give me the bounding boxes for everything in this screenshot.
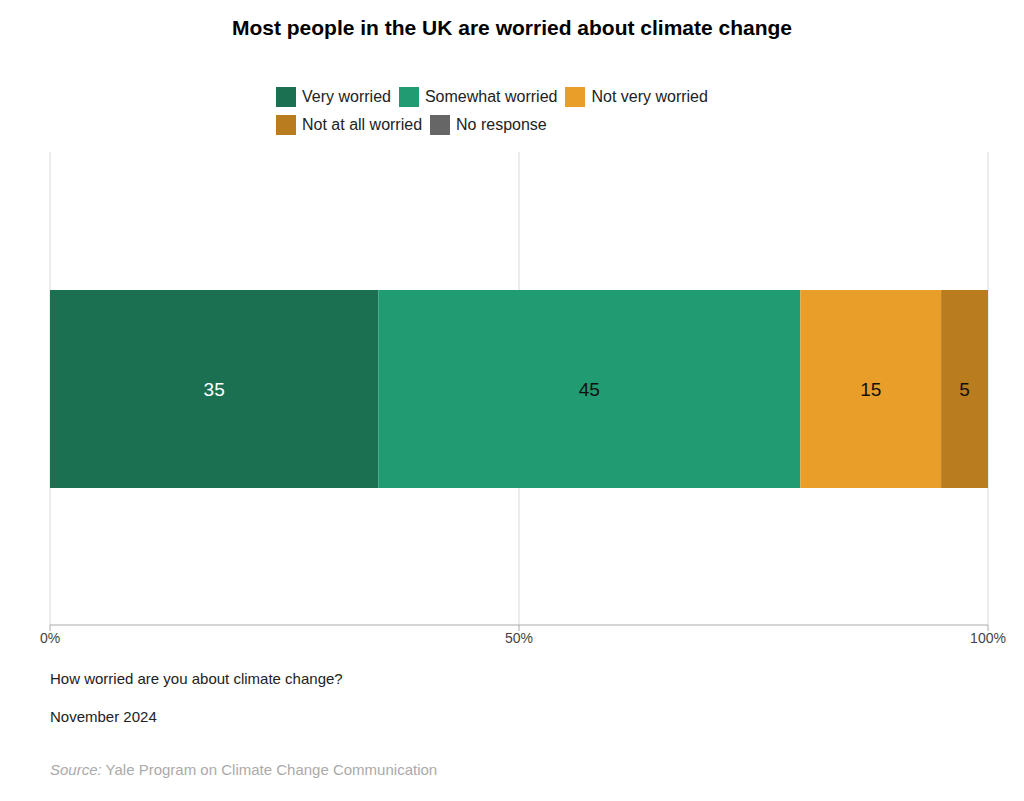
svg-text:100%: 100%	[970, 630, 1006, 646]
html-text:Source: Yale Program on Climat: Source: Yale Program on Climate Change C…	[50, 761, 438, 778]
html-text:Most people in the UK are worr: Most people in the UK are worried about …	[231, 16, 792, 39]
html-text:November 2024: November 2024	[50, 708, 157, 725]
html-text:Not at all worried: Not at all worried	[302, 116, 422, 133]
html-text:No response: No response	[456, 116, 547, 133]
svg-text:35: 35	[204, 379, 225, 400]
html-text:Not very worried: Not very worried	[591, 88, 708, 105]
html-text:Somewhat worried: Somewhat worried	[424, 88, 558, 105]
svg-text:45: 45	[579, 379, 600, 400]
svg-text:5: 5	[959, 379, 970, 400]
html-text:How worried are you about clim: How worried are you about climate change…	[50, 670, 343, 687]
svg-text:50%: 50%	[505, 630, 533, 646]
svg-text:0%: 0%	[40, 630, 60, 646]
html-text:Very worried: Very worried	[302, 88, 391, 105]
svg-text:15: 15	[860, 379, 881, 400]
